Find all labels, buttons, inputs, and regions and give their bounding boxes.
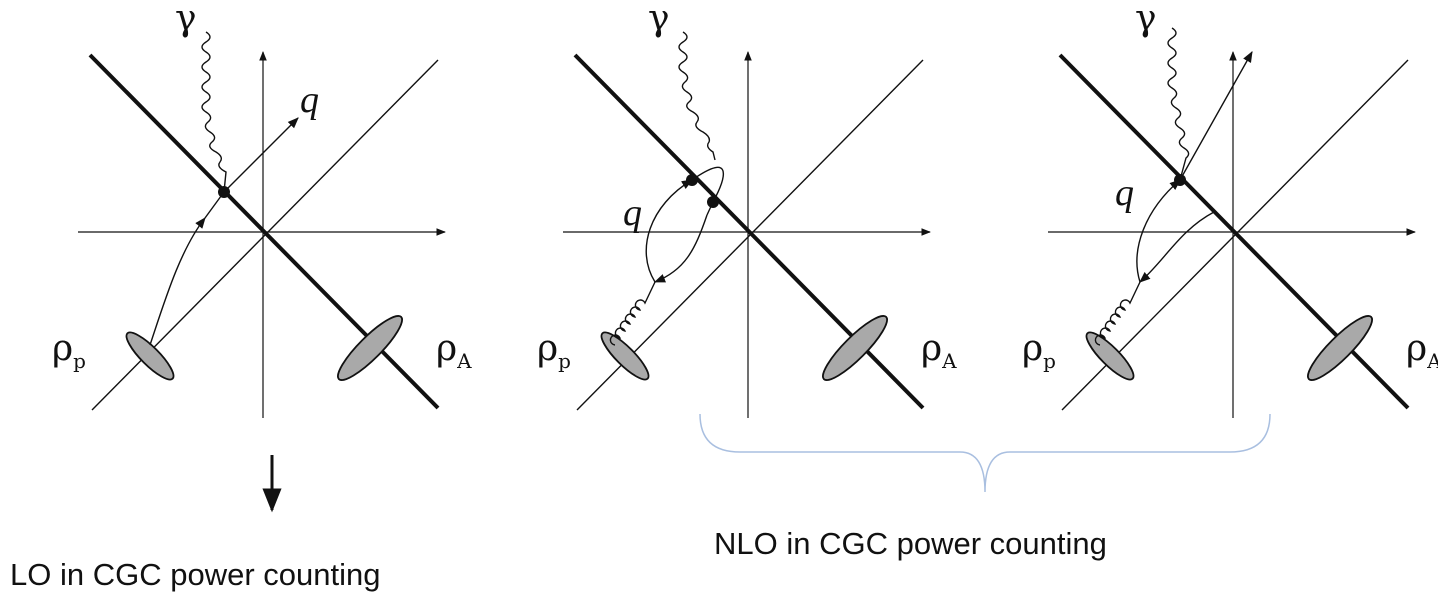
- quark-up: [646, 180, 692, 282]
- diagram-nlo-1: γ q ρp ρA: [537, 0, 957, 418]
- quark-label: q: [623, 192, 642, 234]
- proton-label: ρp: [52, 328, 86, 373]
- photon-label: γ: [648, 0, 670, 39]
- nucleus-label: ρA: [436, 328, 472, 373]
- nucleus-blob: [1301, 309, 1379, 387]
- gluon-line: [1095, 282, 1140, 345]
- nlo-caption: NLO in CGC power counting: [714, 526, 1107, 561]
- photon-label: γ: [1135, 0, 1157, 39]
- quark-down: [655, 215, 707, 282]
- quark-out: [1180, 52, 1252, 180]
- proton-label: ρp: [537, 328, 571, 373]
- proton-label: ρp: [1022, 328, 1056, 373]
- proton-blob: [596, 327, 654, 385]
- nucleus-label: ρA: [1406, 328, 1438, 373]
- diagram-nlo-2: γ q ρp ρA: [1022, 0, 1438, 418]
- photon-line: [202, 32, 226, 192]
- quark-loop: [692, 167, 723, 202]
- quark-in: [150, 218, 205, 345]
- diagram-lo: γ q ρp ρA: [52, 0, 472, 510]
- quark-label: q: [1115, 172, 1134, 214]
- photon-line: [679, 32, 715, 160]
- nucleus-blob: [331, 309, 409, 387]
- lo-caption: LO in CGC power counting: [10, 557, 380, 592]
- vertex: [686, 174, 698, 186]
- nucleus-label: ρA: [921, 328, 957, 373]
- proton-blob: [1081, 327, 1139, 385]
- vertex: [218, 186, 230, 198]
- proton-blob: [121, 327, 179, 385]
- quark-up: [1137, 180, 1180, 282]
- quark-line: [224, 118, 298, 192]
- vertex: [707, 196, 719, 208]
- nucleus-blob: [816, 309, 894, 387]
- antiquark: [1140, 212, 1214, 282]
- gluon-line: [610, 282, 655, 345]
- figure: γ q ρp ρA γ q ρp ρA: [0, 0, 1438, 601]
- page: γ q ρp ρA γ q ρp ρA: [0, 0, 1438, 601]
- photon-label: γ: [175, 0, 197, 39]
- quark-label: q: [300, 79, 319, 121]
- brace: [700, 414, 1270, 492]
- vertex: [1174, 174, 1186, 186]
- photon-line: [1168, 28, 1189, 180]
